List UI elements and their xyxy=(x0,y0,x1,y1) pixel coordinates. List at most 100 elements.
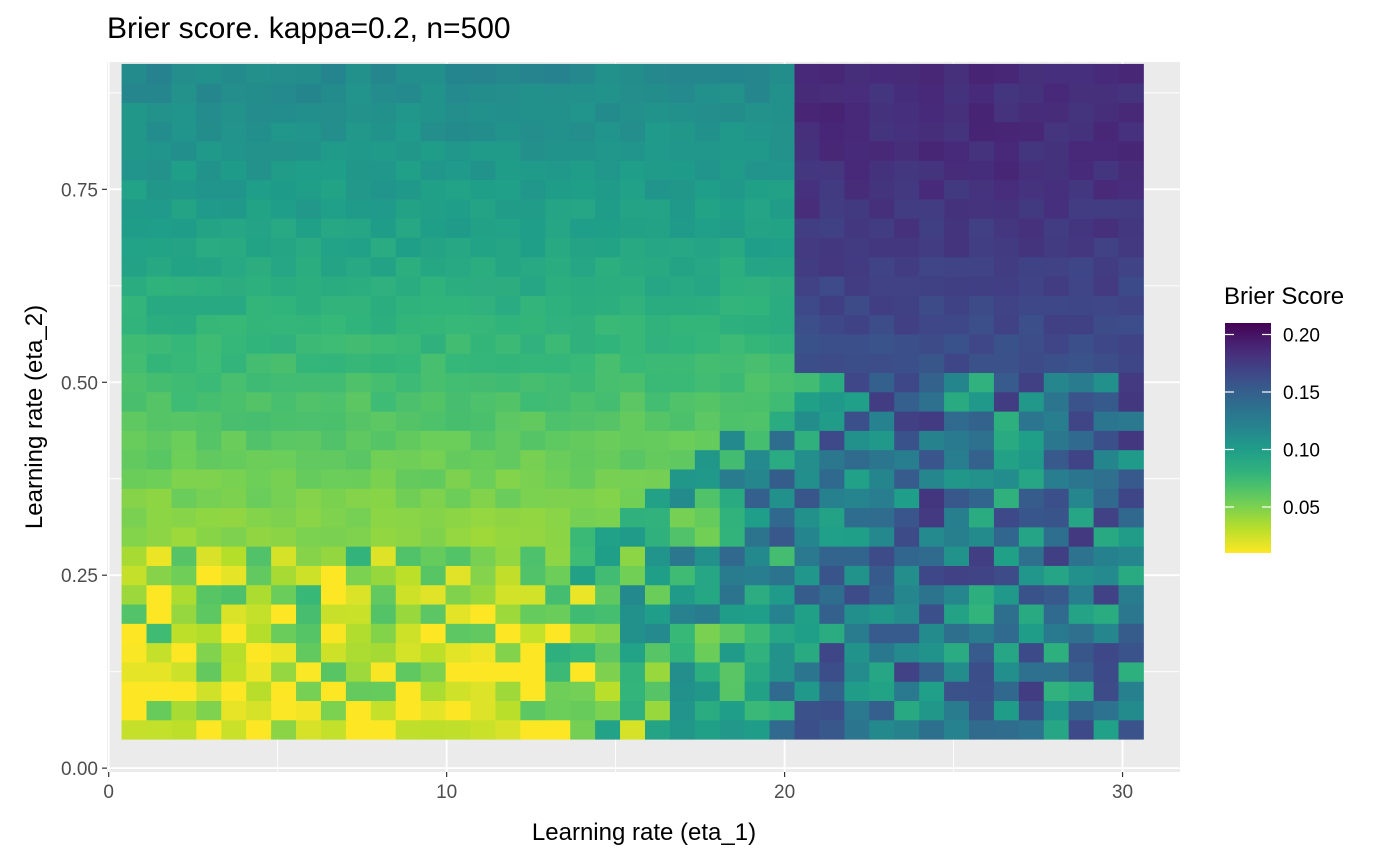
heatmap-tile xyxy=(819,488,845,509)
heatmap-tile xyxy=(595,642,621,663)
heatmap-tile xyxy=(570,469,596,489)
heatmap-tile xyxy=(819,314,845,335)
heatmap-tile xyxy=(944,372,970,393)
heatmap-tile xyxy=(1043,256,1070,277)
heatmap-tile xyxy=(944,604,970,624)
heatmap-tile xyxy=(993,237,1020,258)
heatmap-tile xyxy=(844,700,870,721)
heatmap-tile xyxy=(171,102,197,123)
heatmap-tile xyxy=(993,179,1020,200)
heatmap-tile xyxy=(694,121,721,142)
heatmap-tile xyxy=(395,604,422,624)
heatmap-tile xyxy=(1018,391,1045,412)
heatmap-tile xyxy=(869,449,895,470)
heatmap-tile xyxy=(345,334,372,354)
heatmap-tile xyxy=(395,218,422,238)
heatmap-tile xyxy=(121,642,147,663)
heatmap-tile xyxy=(694,681,721,702)
heatmap-tile xyxy=(370,256,397,277)
heatmap-tile xyxy=(819,141,845,161)
heatmap-tile xyxy=(171,565,197,586)
heatmap-tile xyxy=(968,565,995,586)
heatmap-tile xyxy=(370,642,397,663)
heatmap-tile xyxy=(470,623,496,644)
heatmap-tile xyxy=(869,63,895,84)
heatmap-tile xyxy=(271,391,297,412)
heatmap-tile xyxy=(370,314,397,335)
heatmap-tile xyxy=(919,141,945,161)
heatmap-tile xyxy=(420,642,446,663)
heatmap-tile xyxy=(894,411,920,431)
heatmap-tile xyxy=(1093,546,1119,566)
heatmap-tile xyxy=(520,121,546,142)
heatmap-tile xyxy=(794,334,820,354)
heatmap-tile xyxy=(221,526,247,547)
heatmap-tile xyxy=(545,121,571,142)
heatmap-tile xyxy=(1018,546,1045,566)
heatmap-tile xyxy=(196,256,222,277)
heatmap-tile xyxy=(669,526,696,547)
heatmap-tile xyxy=(171,218,197,238)
heatmap-tile xyxy=(221,411,247,431)
heatmap-tile xyxy=(794,507,820,528)
heatmap-tile xyxy=(993,719,1020,740)
heatmap-tile xyxy=(246,276,272,296)
heatmap-tile xyxy=(968,276,995,296)
heatmap-tile xyxy=(968,584,995,605)
heatmap-tile xyxy=(919,237,945,258)
heatmap-tile xyxy=(1068,160,1095,181)
heatmap-tile xyxy=(644,411,671,431)
heatmap-tile xyxy=(669,256,696,277)
heatmap-tile xyxy=(495,662,521,682)
heatmap-tile xyxy=(121,449,147,470)
heatmap-tile xyxy=(819,604,845,624)
heatmap-tile xyxy=(1093,507,1119,528)
heatmap-tile xyxy=(495,121,521,142)
heatmap-tile xyxy=(1043,121,1070,142)
heatmap-tile xyxy=(121,565,147,586)
heatmap-tile xyxy=(545,237,571,258)
heatmap-tile xyxy=(445,681,471,702)
heatmap-tile xyxy=(944,526,970,547)
heatmap-tile xyxy=(919,121,945,142)
heatmap-tile xyxy=(794,314,820,335)
heatmap-tile xyxy=(719,469,746,489)
heatmap-tile xyxy=(968,218,995,238)
heatmap-tile xyxy=(296,121,322,142)
heatmap-tile xyxy=(769,488,795,509)
heatmap-tile xyxy=(595,218,621,238)
heatmap-tile xyxy=(121,83,147,103)
heatmap-tile xyxy=(968,391,995,412)
heatmap-tile xyxy=(1043,102,1070,123)
heatmap-tile xyxy=(520,604,546,624)
heatmap-tile xyxy=(345,526,372,547)
heatmap-tile xyxy=(869,623,895,644)
heatmap-tile xyxy=(520,507,546,528)
heatmap-tile xyxy=(445,391,471,412)
heatmap-tile xyxy=(1118,546,1144,566)
heatmap-tile xyxy=(819,179,845,200)
heatmap-tile xyxy=(146,526,172,547)
heatmap-tile xyxy=(1068,295,1095,316)
heatmap-tile xyxy=(669,276,696,296)
heatmap-tile xyxy=(620,121,646,142)
heatmap-tile xyxy=(495,372,521,393)
heatmap-tile xyxy=(1093,469,1119,489)
heatmap-tile xyxy=(520,160,546,181)
heatmap-tile xyxy=(694,198,721,219)
heatmap-tile xyxy=(420,546,446,566)
heatmap-tile xyxy=(644,276,671,296)
heatmap-tile xyxy=(993,83,1020,103)
heatmap-tile xyxy=(420,507,446,528)
heatmap-tile xyxy=(819,83,845,103)
heatmap-tile xyxy=(968,681,995,702)
heatmap-tile xyxy=(968,160,995,181)
heatmap-tile xyxy=(968,198,995,219)
heatmap-tile xyxy=(171,584,197,605)
heatmap-tile xyxy=(221,623,247,644)
heatmap-tile xyxy=(146,276,172,296)
heatmap-tile xyxy=(944,430,970,451)
heatmap-tile xyxy=(1093,295,1119,316)
heatmap-tile xyxy=(844,469,870,489)
heatmap-tile xyxy=(968,353,995,374)
